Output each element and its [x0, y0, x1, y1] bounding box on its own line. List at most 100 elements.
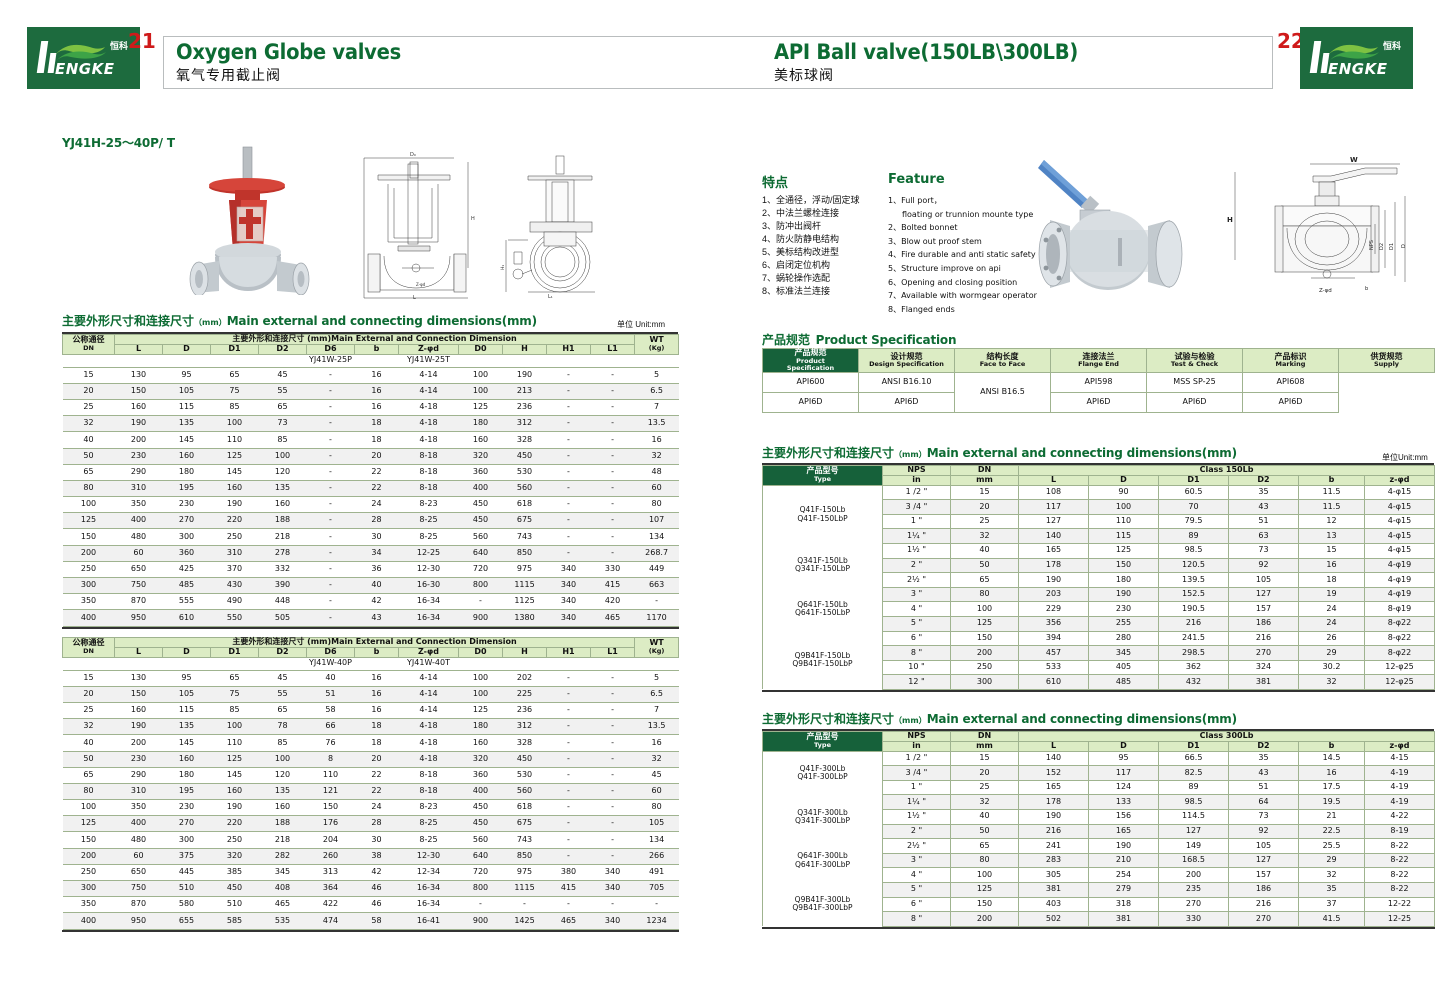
svg-text:H: H	[1227, 216, 1233, 224]
table-cell: 73	[258, 415, 307, 433]
table-cell: 32	[1298, 674, 1365, 690]
table-cell: 160	[162, 447, 211, 465]
table-cell: 110	[306, 766, 355, 784]
table-cell: 743	[502, 528, 547, 546]
table-cell: 450	[458, 496, 503, 514]
table-cell: -	[306, 415, 355, 433]
table-cell: 190.5	[1158, 601, 1229, 617]
table-bottom-rule	[62, 929, 680, 932]
table-cell: 130	[114, 366, 163, 384]
table-cell: 95	[162, 669, 211, 687]
type-group-cell: Q641F-300Lb Q641F-300LbP	[762, 838, 883, 883]
table-cell: 125	[62, 815, 115, 833]
col-type: 产品型号 Type	[762, 465, 883, 486]
col-span-dims: 主要外形和连接尺寸 (mm)Main External and Connecti…	[113, 637, 636, 648]
type-label: Q341F-150Lb	[797, 556, 848, 566]
table-cell: 480	[114, 528, 163, 546]
table-cell: 133	[1088, 794, 1159, 810]
table-cell: 370	[210, 560, 259, 579]
table-cell: 3 "	[882, 852, 951, 869]
table-cell: 180	[162, 766, 211, 784]
spec-cell: MSS SP-25	[1146, 372, 1243, 394]
table-cell: 266	[634, 847, 679, 865]
table-cell: 24	[1298, 601, 1365, 617]
table-cell: -	[458, 896, 503, 914]
table-row: Q341F-150Lb Q341F-150LbP 1½ " 40 165 125 98.5 7…	[762, 542, 1435, 588]
table-cell: 15	[950, 484, 1019, 501]
page-title-left-en: Oxygen Globe valves	[176, 40, 401, 64]
feature-item-cn-7: 7、蜗轮操作选配	[762, 273, 831, 283]
col-zd: z-φd	[1364, 474, 1435, 486]
col-D2: D2	[1228, 474, 1299, 486]
table-cell: 190	[114, 718, 163, 736]
table-cell: -	[590, 544, 635, 562]
table-cell: 204	[306, 831, 355, 849]
table-cell: 350	[62, 896, 115, 914]
col-D: D	[162, 343, 211, 355]
table-cell: -	[546, 463, 591, 481]
table-cell: 82.5	[1158, 765, 1229, 781]
table-cell: 125	[1088, 542, 1159, 559]
table-cell: 510	[210, 896, 259, 914]
table-cell: 8-25	[398, 815, 459, 833]
table-cell: 32	[62, 718, 115, 736]
col-D1: D1	[210, 646, 259, 658]
table300-subheader-row: in mm L D D1 D2 b z-φd	[763, 740, 1435, 752]
left-dimensions-table-40: 公称通径 DN 主要外形和连接尺寸 (mm)Main External and …	[62, 637, 680, 930]
table-cell: 900	[458, 609, 503, 627]
type-label: Q41F-150Lb	[799, 505, 846, 515]
table-cell: 121	[306, 782, 355, 801]
table-cell: -	[306, 463, 355, 481]
table-cell: 210	[1088, 852, 1159, 869]
left-table1-title: 主要外形尺寸和连接尺寸（mm）Main external and connect…	[62, 310, 537, 329]
table-cell: 663	[634, 577, 679, 595]
type-label: Q41F-150LbP	[797, 513, 848, 523]
table-cell: 8-25	[398, 512, 459, 530]
table-row: 125 400 270 220 188 176 28 8-25 450 675- -105	[62, 815, 679, 833]
table-cell: 560	[458, 528, 503, 546]
table-cell: 195	[162, 782, 211, 801]
table-cell: 127	[1228, 852, 1299, 869]
table-cell: 80	[634, 496, 679, 514]
variant-label-a: YJ41W-25P	[306, 354, 355, 368]
table-cell: 180	[458, 718, 503, 736]
table-row: Q9B41F-300Lb Q9B41F-300LbP 5 " 125 381 279 235…	[762, 881, 1435, 927]
features-title-cn: 特点	[762, 175, 789, 190]
table-cell: 190	[1018, 572, 1089, 588]
table-cell: 195	[162, 479, 211, 498]
variant-row: YJ41W-40P YJ41W-40T	[62, 657, 679, 671]
table-row: 350 870 580 510 465 422 46 16-34- - - - -	[62, 896, 679, 914]
table-cell: 160	[258, 496, 307, 514]
table-cell: 150	[950, 896, 1019, 913]
table-cell: -	[546, 528, 591, 546]
table-cell: 203	[1018, 586, 1089, 603]
table-cell: 125	[62, 512, 115, 530]
table-cell: 1 "	[882, 513, 951, 530]
table-cell: 555	[162, 593, 211, 611]
table-row: 400 950 610 550 505-43 16-34 900 1380 340 465 1170	[62, 609, 679, 627]
table-cell: 450	[502, 447, 547, 465]
table-cell: -	[546, 415, 591, 433]
table-cell: 76	[306, 734, 355, 752]
spec-row-api6d: API6D API6D API6D API6D API6D	[762, 392, 1435, 414]
table-cell: 120.5	[1158, 557, 1229, 574]
table-cell: 4-22	[1364, 808, 1435, 825]
table-cell: 8-22	[1364, 838, 1435, 854]
col-dn-unit: mm	[950, 474, 1019, 486]
table-cell: -	[546, 398, 591, 417]
table-cell: 35	[1298, 881, 1365, 898]
table-cell: 51	[306, 685, 355, 703]
table-cell: 2 "	[882, 823, 951, 840]
col-class: Class 300Lb	[1018, 731, 1435, 742]
table-cell: 449	[634, 560, 679, 579]
spec-cell: API598	[1050, 372, 1147, 394]
table-cell: 160	[458, 431, 503, 449]
table300-header-row: 产品型号 Type NPS DN Class 300Lb	[762, 731, 1435, 752]
table-cell: 2½ "	[882, 838, 951, 854]
table-cell: 283	[1018, 852, 1089, 869]
table-cell: 190	[210, 496, 259, 514]
table-cell: 19	[1298, 586, 1365, 603]
spec-col-design: 设计规范 Design Specification	[858, 347, 955, 374]
table-cell: 254	[1088, 867, 1159, 883]
left-dimensions-table-25: 公称通径 DN 主要外形和连接尺寸 (mm)Main External and …	[62, 334, 680, 627]
